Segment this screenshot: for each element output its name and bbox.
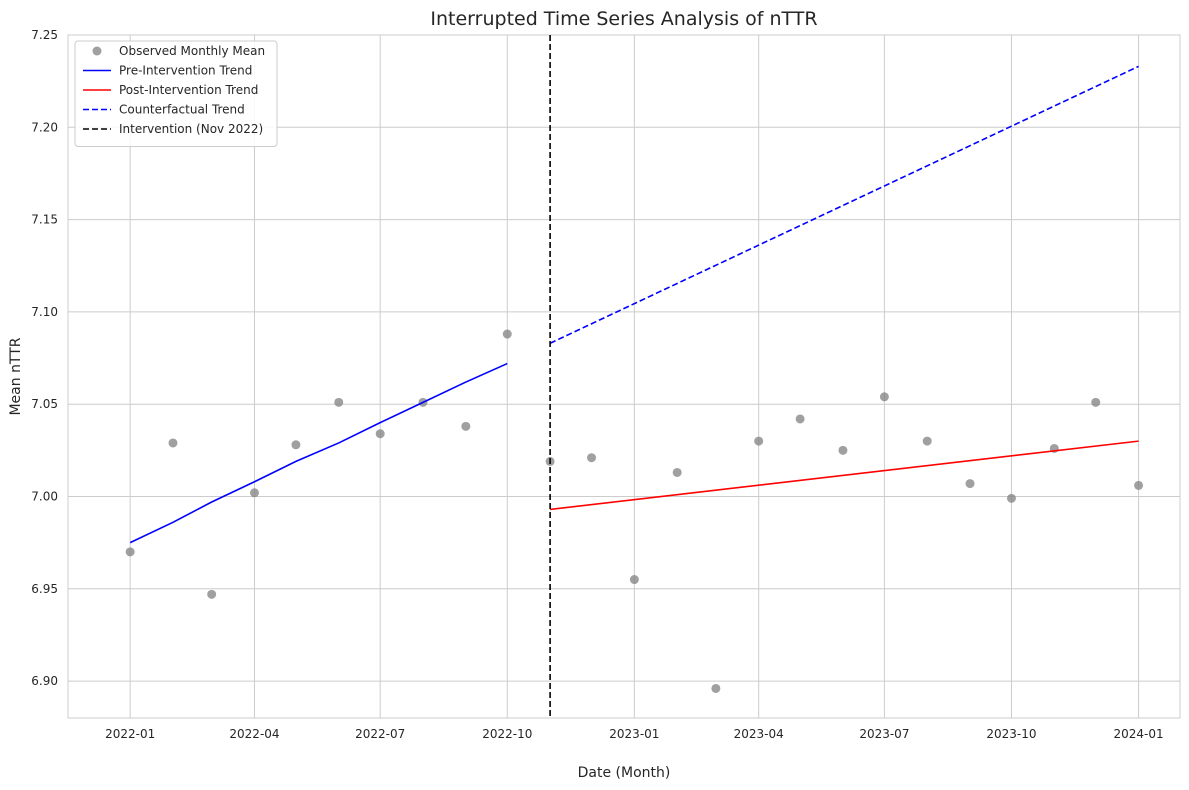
observed-point (334, 397, 344, 407)
legend-label: Pre-Intervention Trend (119, 64, 252, 78)
x-tick-label: 2024-01 (1113, 727, 1163, 741)
observed-point (249, 488, 259, 498)
observed-point (629, 575, 639, 585)
observed-point (922, 436, 932, 446)
observed-point (795, 414, 805, 424)
plot-area: 2022-01 2022-04 2022-07 2022-10 2023-01 2023-… (31, 28, 1181, 741)
y-axis-label: Mean nTTR (8, 337, 24, 415)
legend-label: Observed Monthly Mean (119, 44, 265, 58)
observed-point (587, 453, 597, 463)
observed-point (672, 467, 682, 477)
observed-point (965, 479, 975, 489)
observed-point (461, 421, 471, 431)
legend-label: Counterfactual Trend (119, 103, 245, 117)
legend-label: Intervention (Nov 2022) (119, 122, 263, 136)
observed-point (502, 329, 512, 339)
x-tick-label: 2022-04 (229, 727, 279, 741)
observed-point (879, 392, 889, 402)
observed-point (125, 547, 135, 557)
legend: Observed Monthly Mean Pre-Intervention Tr… (74, 40, 278, 147)
y-tick-label: 7.25 (31, 28, 58, 42)
x-tick-label: 2023-07 (859, 727, 909, 741)
y-tick-label: 6.90 (31, 674, 58, 688)
observed-point (168, 438, 178, 448)
legend-box (74, 40, 278, 147)
y-tick-label: 7.05 (31, 397, 58, 411)
x-tick-label: 2023-10 (986, 727, 1036, 741)
plot-frame (67, 34, 1181, 719)
legend-marker (92, 46, 102, 56)
observed-point (711, 683, 721, 693)
counterfactual-trend-line (549, 65, 1139, 344)
observed-point (291, 440, 301, 450)
observed-point (1091, 397, 1101, 407)
chart-title: Interrupted Time Series Analysis of nTTR (430, 8, 817, 30)
y-tick-label: 6.95 (31, 582, 58, 596)
observed-point (838, 445, 848, 455)
x-tick-label: 2023-01 (609, 727, 659, 741)
observed-point (1134, 480, 1144, 490)
x-tick-label: 2022-10 (482, 727, 532, 741)
y-tick-label: 7.10 (31, 305, 58, 319)
x-tick-label: 2022-07 (355, 727, 405, 741)
x-tick-label: 2023-04 (734, 727, 784, 741)
legend-label: Post-Intervention Trend (119, 83, 258, 97)
observed-point (754, 436, 764, 446)
observed-point (207, 589, 217, 599)
pre-intervention-trend-line (129, 362, 508, 544)
x-tick-label: 2022-01 (105, 727, 155, 741)
y-tick-label: 7.00 (31, 489, 58, 503)
observed-point (1006, 493, 1016, 503)
observed-point (375, 429, 385, 439)
y-tick-label: 7.15 (31, 213, 58, 227)
x-axis-label: Date (Month) (578, 765, 671, 781)
y-tick-label: 7.20 (31, 120, 58, 134)
post-intervention-trend-line (550, 440, 1139, 511)
